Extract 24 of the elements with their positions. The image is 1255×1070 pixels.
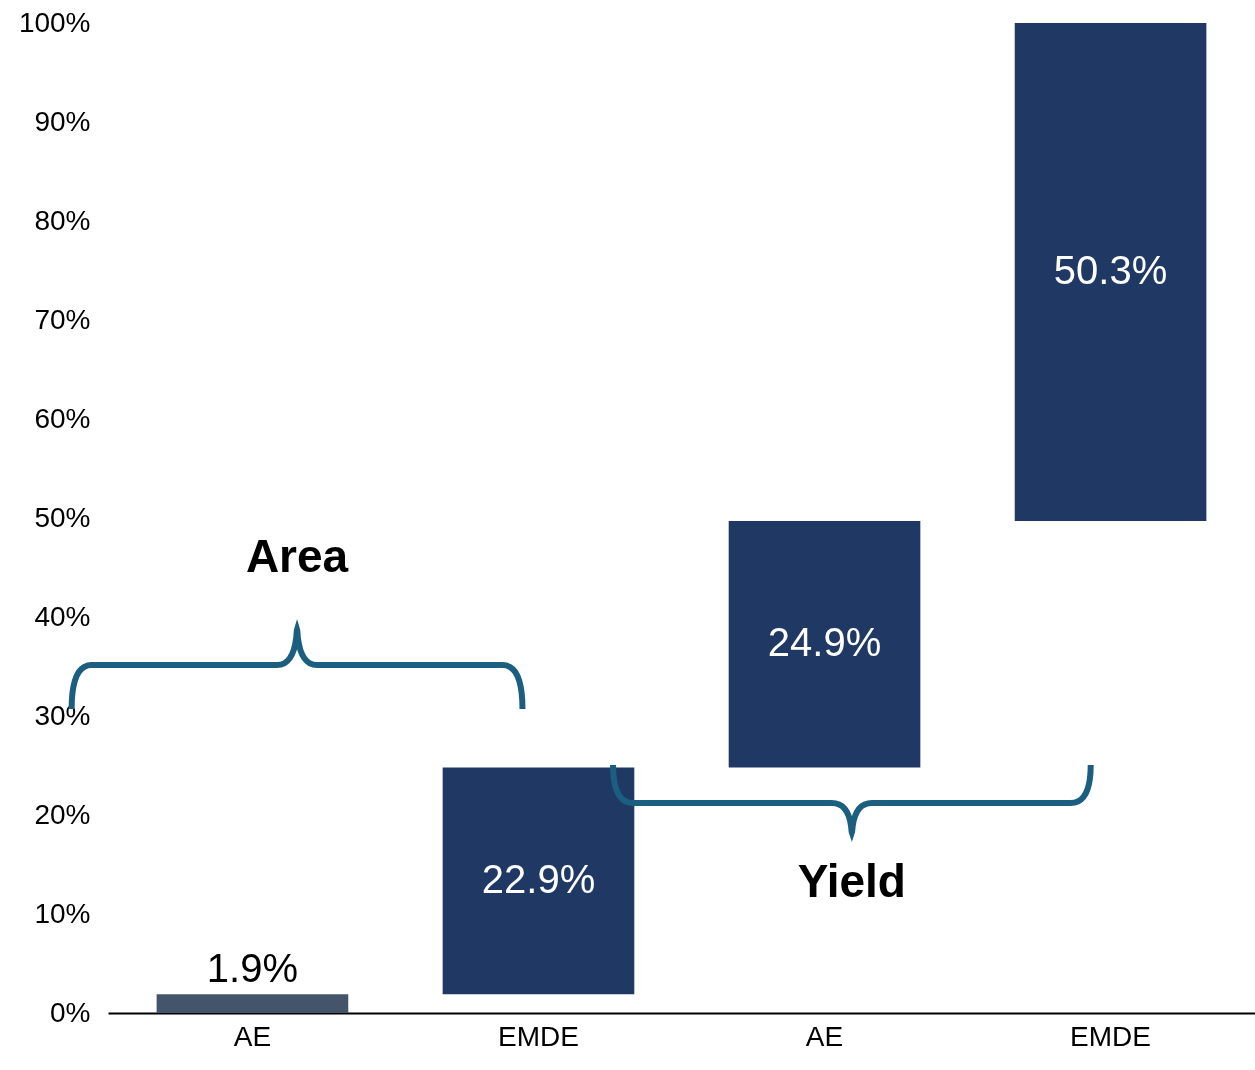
y-tick-label: 70% — [34, 303, 91, 335]
bar — [156, 994, 349, 1013]
data-label: 1.9% — [206, 946, 299, 991]
x-tick-label: AE — [805, 1020, 844, 1052]
y-tick-label: 60% — [34, 402, 91, 434]
y-tick-label: 20% — [34, 798, 91, 830]
x-tick-label: EMDE — [1070, 1020, 1152, 1052]
annotation: Area — [245, 530, 349, 582]
y-tick-label: 0% — [50, 996, 91, 1028]
y-tick-label: 50% — [34, 501, 91, 533]
data-label: 22.9% — [481, 856, 596, 901]
y-tick-label: 10% — [34, 897, 91, 929]
y-tick-label: 80% — [34, 204, 91, 236]
data-label: 24.9% — [767, 620, 882, 665]
bar — [442, 767, 635, 995]
x-tick-label: AE — [233, 1020, 272, 1052]
bar — [1014, 23, 1207, 521]
data-label: 50.3% — [1053, 247, 1168, 292]
y-tick-label: 100% — [18, 6, 91, 38]
annotation: Yield — [797, 855, 906, 907]
y-tick-label: 30% — [34, 699, 91, 731]
y-tick-label: 90% — [34, 105, 91, 137]
y-tick-label: 40% — [34, 600, 91, 632]
x-tick-label: EMDE — [498, 1020, 579, 1052]
